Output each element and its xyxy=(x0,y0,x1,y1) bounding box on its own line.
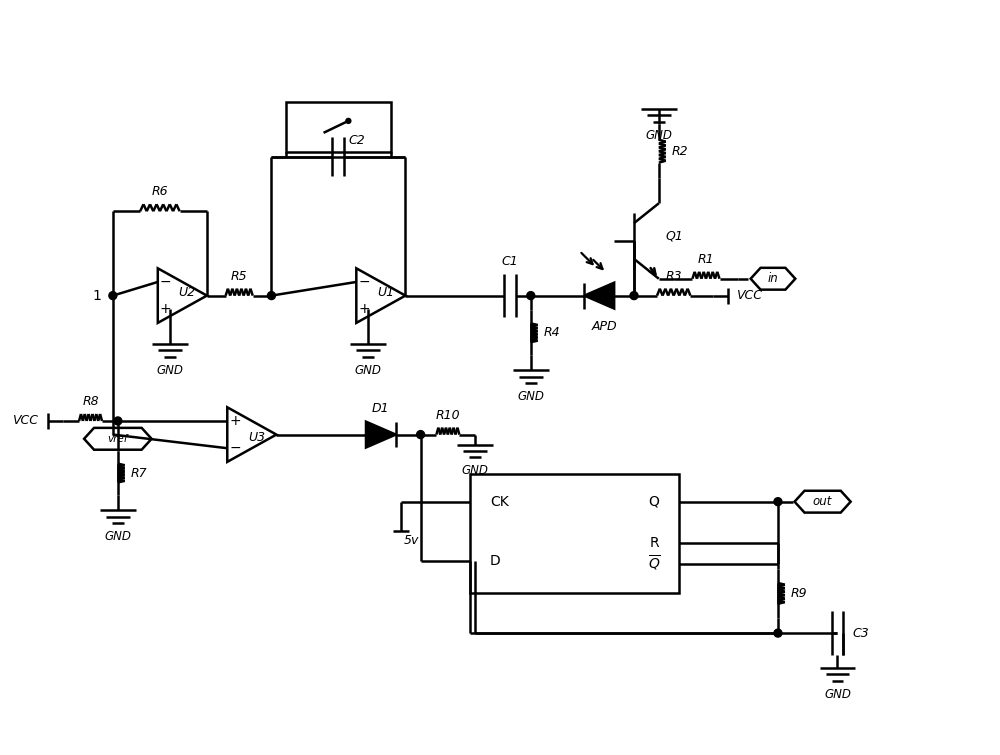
Circle shape xyxy=(267,291,275,300)
Text: −: − xyxy=(358,275,370,289)
Text: D: D xyxy=(490,554,501,569)
Text: R9: R9 xyxy=(791,587,807,600)
Text: GND: GND xyxy=(462,464,489,477)
Text: R6: R6 xyxy=(152,185,168,199)
Text: VCC: VCC xyxy=(736,289,762,302)
Text: CK: CK xyxy=(490,495,509,509)
Circle shape xyxy=(417,430,425,439)
Text: 1: 1 xyxy=(92,288,101,303)
Circle shape xyxy=(346,119,351,123)
Text: C3: C3 xyxy=(852,627,869,639)
Text: GND: GND xyxy=(156,364,183,377)
Text: R8: R8 xyxy=(82,395,99,408)
Text: out: out xyxy=(813,495,832,508)
Text: −: − xyxy=(229,441,241,455)
Circle shape xyxy=(114,417,122,425)
Text: R1: R1 xyxy=(698,253,714,266)
Text: Q: Q xyxy=(648,495,659,509)
Text: C2: C2 xyxy=(348,134,365,146)
Text: GND: GND xyxy=(355,364,382,377)
Text: U3: U3 xyxy=(248,431,265,444)
Circle shape xyxy=(774,629,782,637)
Text: R7: R7 xyxy=(131,467,147,479)
Text: vref: vref xyxy=(108,434,128,444)
Text: VCC: VCC xyxy=(12,414,38,427)
Circle shape xyxy=(774,498,782,506)
Circle shape xyxy=(527,291,535,300)
Text: in: in xyxy=(768,273,778,285)
Text: R3: R3 xyxy=(665,270,682,282)
Polygon shape xyxy=(366,422,396,448)
Polygon shape xyxy=(584,282,614,309)
Circle shape xyxy=(109,291,117,300)
Circle shape xyxy=(630,291,638,300)
Text: C1: C1 xyxy=(502,255,518,268)
Text: R5: R5 xyxy=(231,270,247,282)
Text: D1: D1 xyxy=(372,402,390,414)
Text: GND: GND xyxy=(104,530,131,543)
Text: U1: U1 xyxy=(377,286,394,299)
Text: APD: APD xyxy=(591,320,617,334)
Text: −: − xyxy=(160,275,172,289)
Text: Q1: Q1 xyxy=(666,230,684,242)
Text: R4: R4 xyxy=(544,326,560,339)
Text: GND: GND xyxy=(824,688,851,701)
Bar xyxy=(286,102,391,152)
Text: GND: GND xyxy=(517,390,544,403)
Text: 5v: 5v xyxy=(404,535,419,547)
Bar xyxy=(470,474,679,593)
Text: +: + xyxy=(160,302,172,316)
Text: +: + xyxy=(229,414,241,428)
Text: R: R xyxy=(649,536,659,550)
Text: GND: GND xyxy=(645,129,672,142)
Text: +: + xyxy=(358,302,370,316)
Text: R2: R2 xyxy=(672,145,688,158)
Text: U2: U2 xyxy=(179,286,196,299)
Text: $\overline{Q}$: $\overline{Q}$ xyxy=(648,554,661,573)
Text: R10: R10 xyxy=(436,408,460,422)
